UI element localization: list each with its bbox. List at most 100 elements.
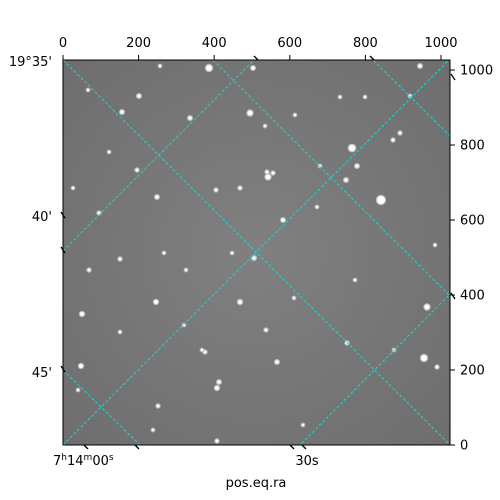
grid-line — [212, 60, 450, 297]
star — [79, 364, 83, 368]
sky-tick — [369, 55, 375, 61]
star — [263, 124, 267, 128]
star — [265, 170, 269, 174]
grid-line — [63, 369, 141, 445]
right-y-tick-label: 400 — [460, 289, 485, 304]
star — [355, 164, 359, 168]
ra-tick-labels: 7h14m00s 30s — [53, 453, 319, 469]
star — [301, 423, 305, 427]
sky-tick — [60, 246, 66, 254]
star — [215, 386, 219, 390]
grid-line — [63, 60, 450, 445]
pixel-axis-ticks — [60, 55, 456, 450]
sky-tick — [301, 444, 307, 450]
star — [137, 94, 141, 98]
star — [118, 257, 122, 261]
sky-tick — [450, 292, 456, 300]
star — [158, 64, 162, 68]
dec-tick-label: 40' — [32, 210, 52, 225]
star — [391, 138, 395, 142]
right-y-tick-label: 800 — [460, 139, 485, 154]
plot-frame — [62, 59, 451, 446]
star — [293, 113, 297, 117]
star — [214, 188, 218, 192]
right-y-tick-label: 0 — [460, 439, 468, 454]
star — [154, 300, 158, 304]
star — [418, 64, 422, 68]
star — [188, 116, 192, 120]
star — [135, 168, 139, 172]
star — [107, 150, 111, 154]
dec-tick-label: 19°35' — [9, 55, 52, 70]
star — [203, 350, 207, 354]
star — [155, 195, 159, 199]
star — [348, 144, 356, 152]
dec-tick-label: 45' — [32, 366, 52, 381]
top-x-tick-label: 200 — [126, 36, 151, 51]
coordinate-grid — [63, 60, 450, 445]
right-y-tick-labels: 0 200 400 600 800 1000 — [460, 64, 493, 454]
right-y-tick-label: 200 — [460, 364, 485, 379]
star — [271, 171, 275, 175]
star — [275, 360, 279, 364]
star — [215, 439, 219, 443]
dec-tick-labels: 19°35' 40' 45' — [9, 55, 52, 381]
sky-tick — [134, 444, 140, 450]
top-x-tick-label: 1000 — [424, 36, 457, 51]
star — [338, 95, 342, 99]
star — [71, 186, 75, 190]
star — [86, 88, 90, 92]
star — [292, 296, 296, 300]
star — [398, 131, 402, 135]
sky-tick — [253, 55, 259, 61]
star — [252, 256, 256, 260]
star — [217, 380, 221, 384]
grid-line — [63, 60, 255, 252]
top-x-tick-label: 400 — [202, 36, 227, 51]
star — [344, 178, 348, 182]
star — [353, 278, 357, 282]
star — [120, 110, 124, 114]
sky-tick — [60, 211, 66, 219]
ra-tick-label-second: 30s — [295, 454, 319, 469]
grid-line — [299, 293, 450, 445]
sky-tick — [83, 444, 89, 450]
star — [200, 348, 204, 352]
star — [156, 404, 160, 408]
star — [118, 330, 122, 334]
star — [162, 251, 166, 255]
star — [264, 328, 268, 332]
star — [281, 218, 285, 222]
star — [377, 196, 385, 204]
top-x-tick-labels: 0 200 400 600 800 1000 — [59, 36, 458, 51]
star — [184, 268, 188, 272]
sky-tick — [450, 73, 456, 81]
ra-tick-label-main: 7h14m00s — [53, 453, 114, 469]
star — [87, 268, 91, 272]
star — [151, 428, 155, 432]
star — [238, 300, 242, 304]
star-field — [70, 63, 440, 444]
star — [315, 205, 319, 209]
star — [435, 365, 439, 369]
star — [247, 110, 253, 116]
top-x-tick-label: 800 — [353, 36, 378, 51]
star — [238, 186, 242, 190]
star — [265, 174, 271, 180]
star — [80, 312, 84, 316]
star — [424, 304, 430, 310]
right-y-tick-label: 1000 — [460, 64, 493, 79]
star — [206, 65, 212, 71]
sky-tick — [289, 444, 295, 450]
star — [433, 243, 437, 247]
top-x-tick-label: 0 — [59, 36, 67, 51]
star — [76, 388, 80, 392]
star — [230, 251, 234, 255]
sky-tick — [60, 365, 66, 373]
star — [421, 355, 427, 361]
top-x-tick-label: 600 — [277, 36, 302, 51]
star — [251, 66, 255, 70]
star — [363, 95, 367, 99]
right-y-tick-label: 600 — [460, 214, 485, 229]
x-axis-label: pos.eq.ra — [226, 476, 287, 491]
